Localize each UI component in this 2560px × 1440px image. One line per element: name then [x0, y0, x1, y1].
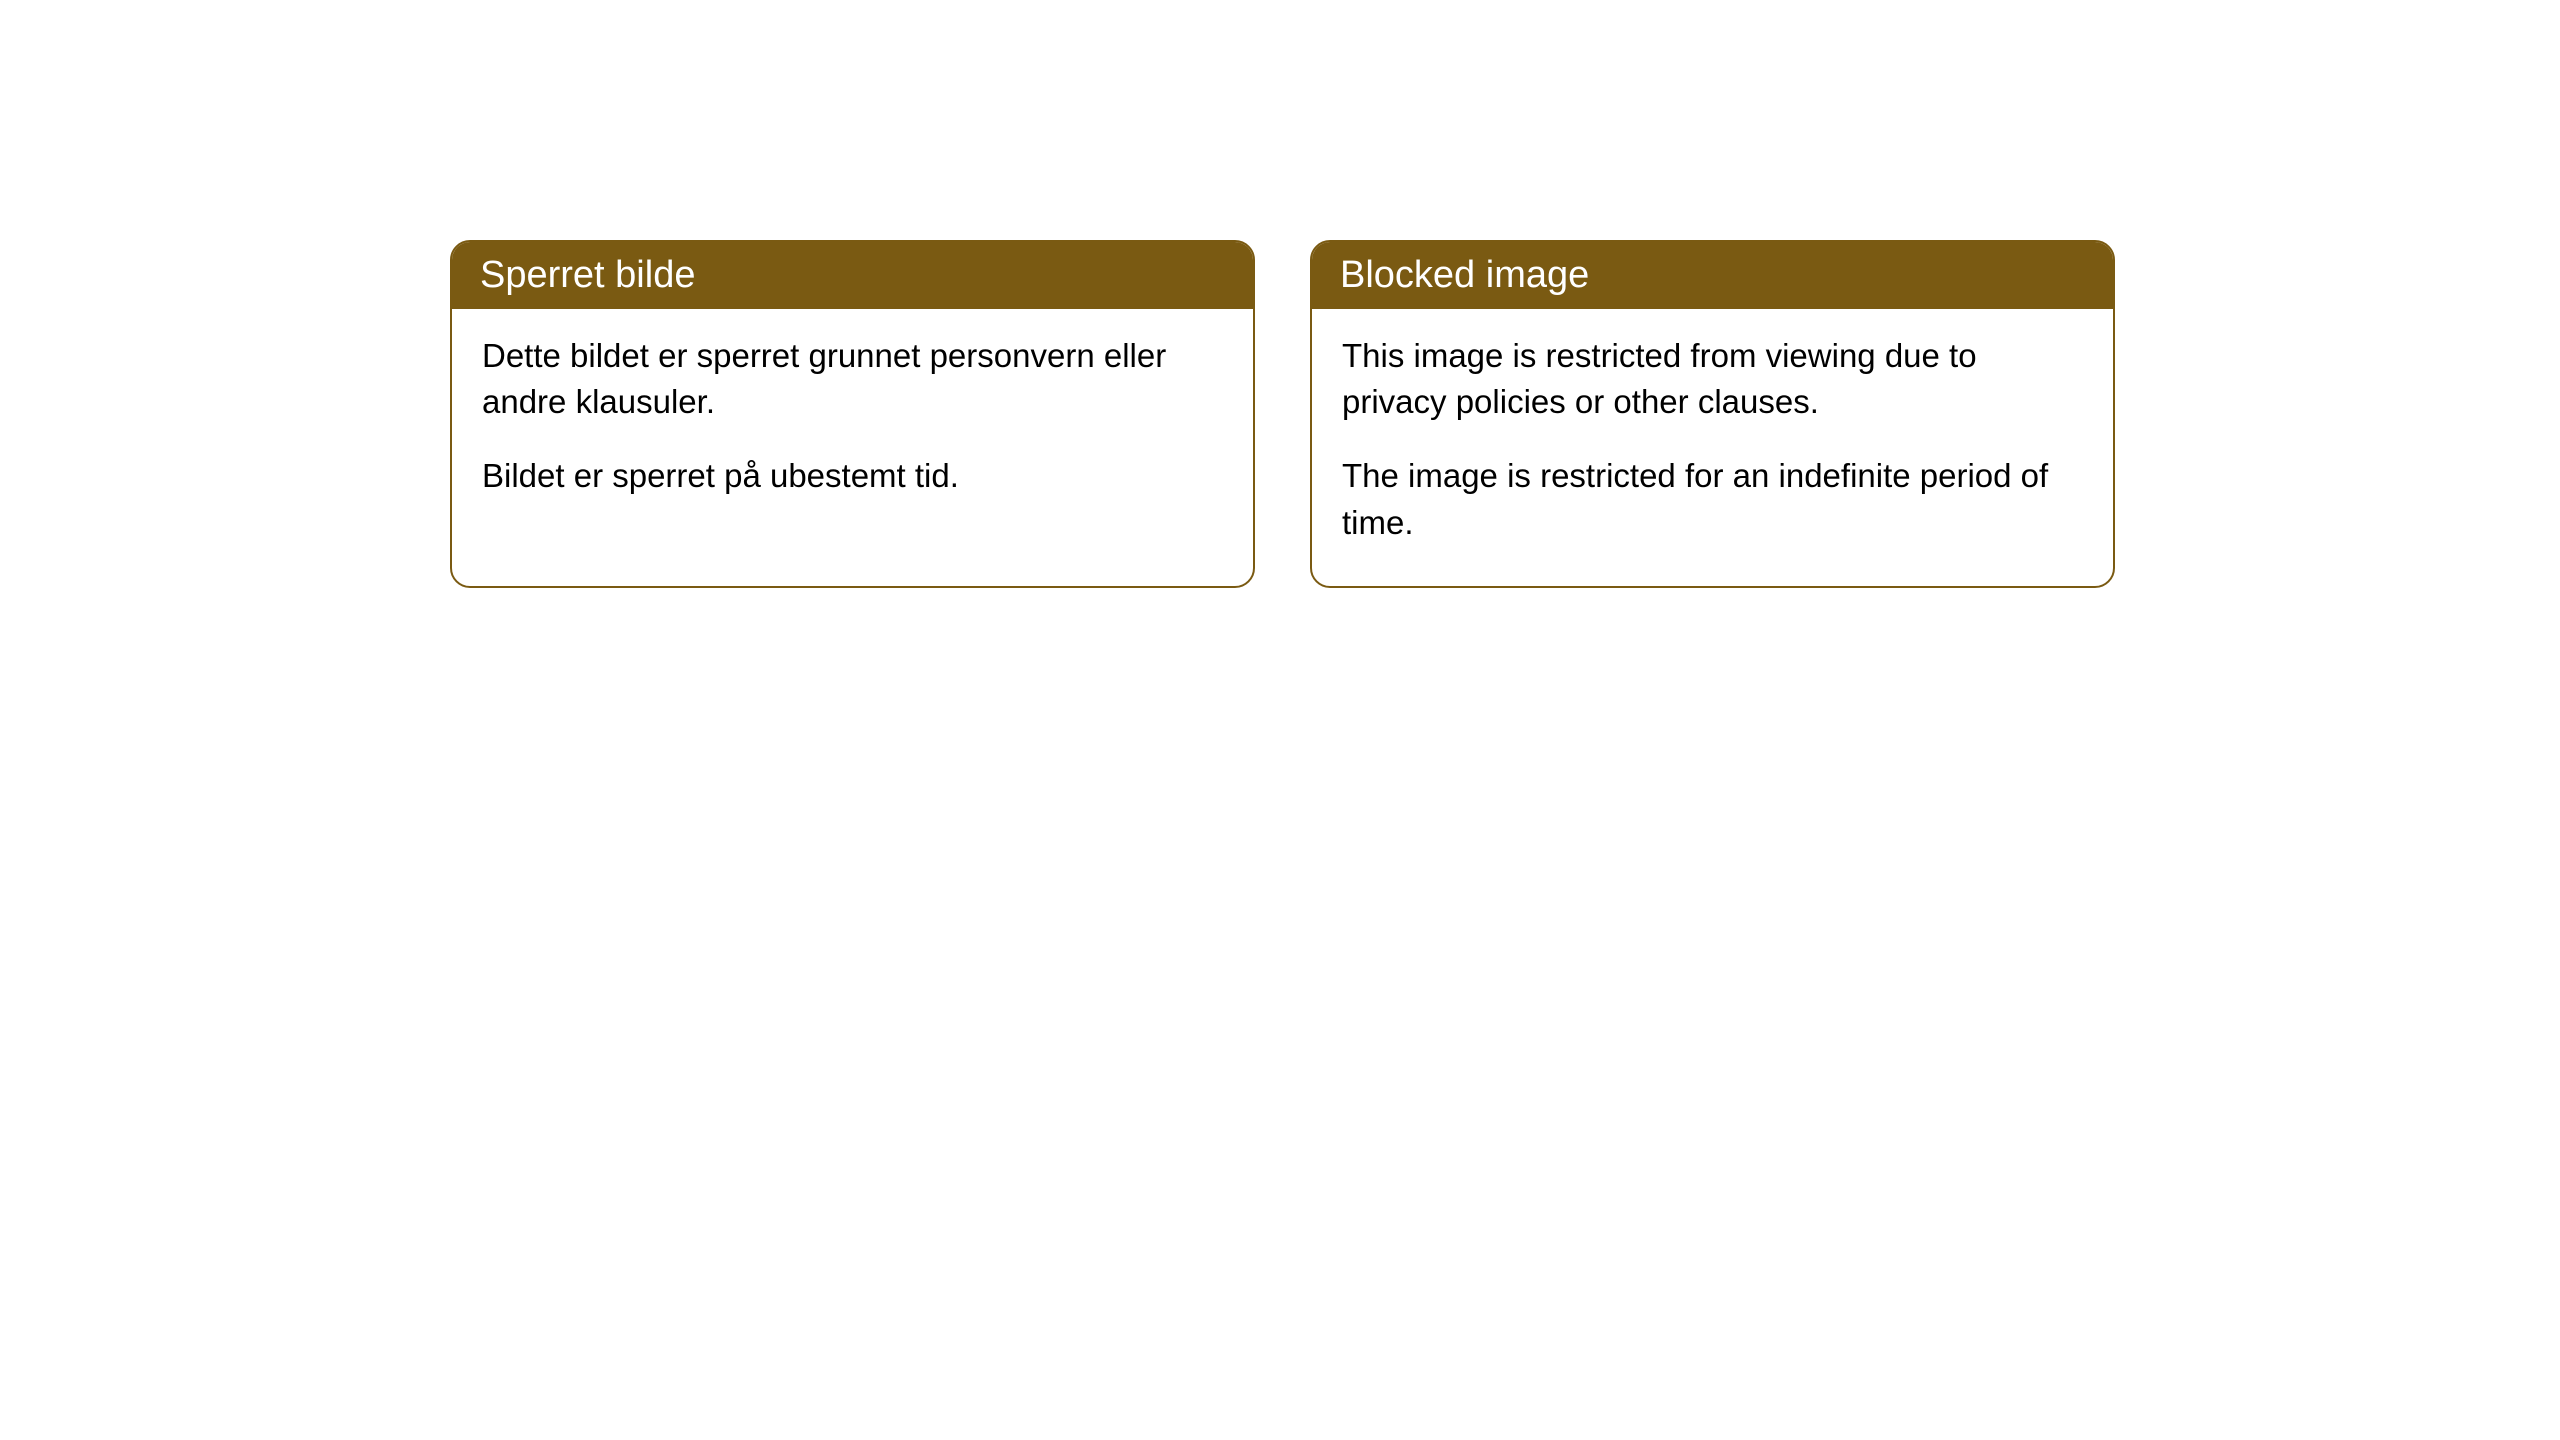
- card-title: Sperret bilde: [480, 254, 695, 296]
- card-body-norwegian: Dette bildet er sperret grunnet personve…: [452, 309, 1253, 540]
- card-paragraph: Dette bildet er sperret grunnet personve…: [482, 333, 1223, 425]
- card-paragraph: Bildet er sperret på ubestemt tid.: [482, 453, 1223, 499]
- notice-card-english: Blocked image This image is restricted f…: [1310, 240, 2115, 588]
- card-header-english: Blocked image: [1312, 242, 2113, 309]
- card-header-norwegian: Sperret bilde: [452, 242, 1253, 309]
- card-title: Blocked image: [1340, 254, 1589, 296]
- card-paragraph: This image is restricted from viewing du…: [1342, 333, 2083, 425]
- card-body-english: This image is restricted from viewing du…: [1312, 309, 2113, 586]
- notice-card-norwegian: Sperret bilde Dette bildet er sperret gr…: [450, 240, 1255, 588]
- notice-container: Sperret bilde Dette bildet er sperret gr…: [450, 240, 2115, 588]
- card-paragraph: The image is restricted for an indefinit…: [1342, 453, 2083, 545]
